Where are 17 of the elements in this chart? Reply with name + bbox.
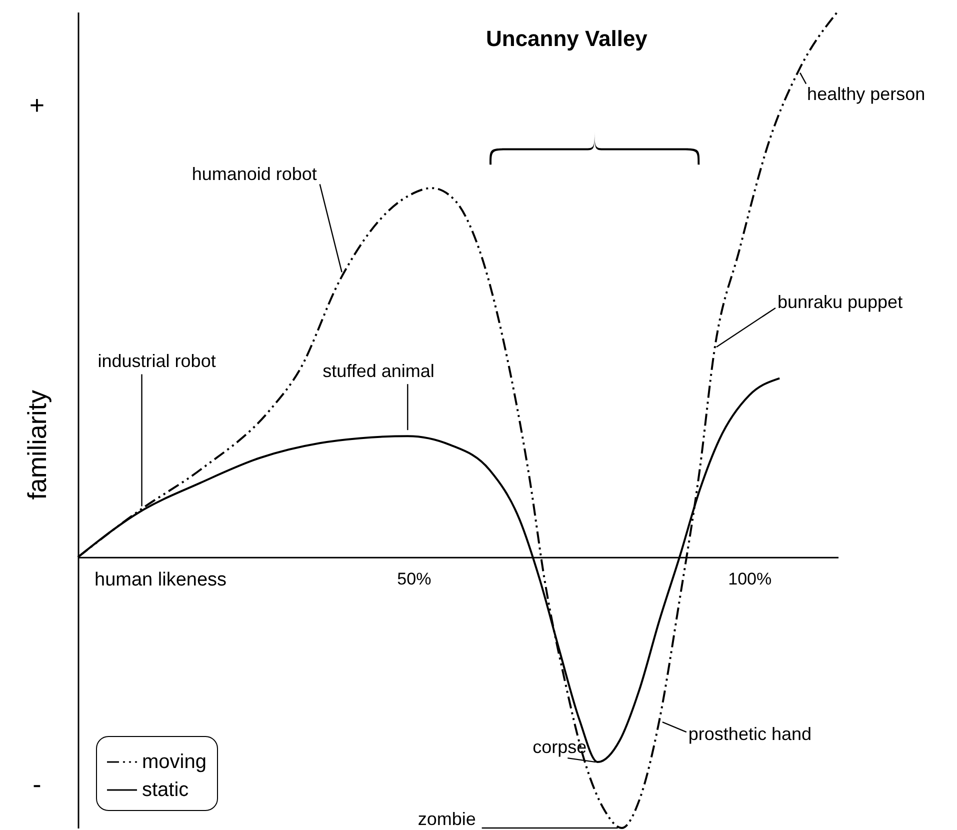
text: - xyxy=(32,768,42,800)
x-tick-label: 100% xyxy=(728,570,772,589)
legend-label: moving xyxy=(142,751,206,773)
legend-label: static xyxy=(142,779,189,801)
annotation: healthy person xyxy=(807,84,926,104)
text: Uncanny Valley xyxy=(486,26,648,51)
x-axis-title: human likeness xyxy=(94,570,227,591)
annotation: stuffed animal xyxy=(322,361,434,382)
annotation: zombie xyxy=(418,809,476,829)
annotation: corpse xyxy=(532,737,587,758)
annotation: prosthetic hand xyxy=(688,724,812,744)
x-tick-label: 50% xyxy=(397,570,432,589)
text: + xyxy=(29,90,45,121)
y-axis-title: familiarity xyxy=(22,390,52,500)
annotation: humanoid robot xyxy=(192,164,317,184)
annotation: industrial robot xyxy=(98,351,216,372)
annotation: bunraku puppet xyxy=(777,292,903,312)
